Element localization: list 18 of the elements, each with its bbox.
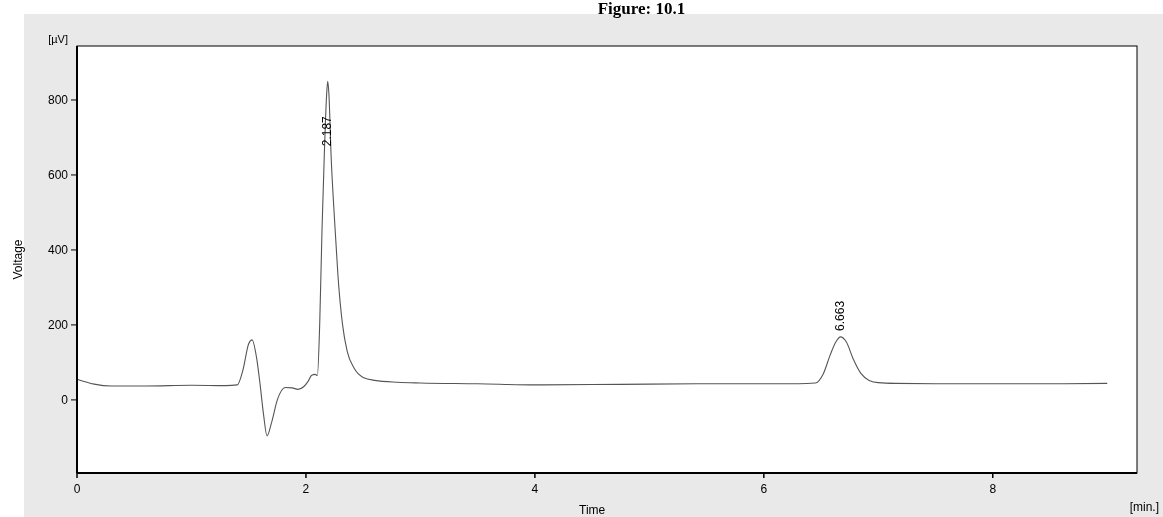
x-tick-label: 8 — [989, 482, 997, 496]
text: [µV] — [48, 33, 68, 45]
text: [min.] — [1129, 500, 1159, 514]
x-tick-label: 0 — [73, 482, 81, 496]
y-tick-label: 200 — [47, 317, 69, 332]
x-tick-label: 6 — [760, 482, 768, 496]
y-tick-label: 600 — [47, 167, 69, 182]
chart-title: Figure: 10.1 — [597, 0, 686, 18]
line-series — [76, 80, 1108, 437]
x-tick-label: 4 — [531, 482, 539, 496]
x-tick-label: 2 — [302, 482, 310, 496]
y-axis-title: Voltage — [11, 239, 25, 280]
x-axis-title: Time — [579, 503, 606, 517]
y-tick-label: 400 — [47, 242, 69, 257]
y-tick-label: 800 — [47, 92, 69, 107]
annotation: 6.663 — [832, 300, 847, 331]
annotation: 2.187 — [320, 115, 335, 147]
y-tick-label: 0 — [61, 392, 69, 407]
